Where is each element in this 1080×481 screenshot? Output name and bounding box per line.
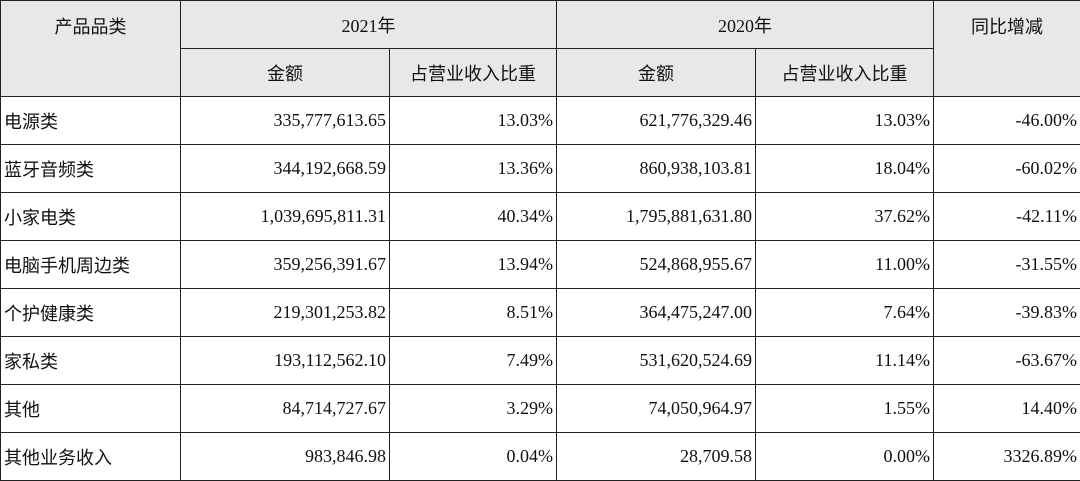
value-cell: 84,714,727.67 [181,385,390,433]
header-cell: 同比增减 [934,1,1080,97]
value-cell: 0.04% [390,433,557,481]
header-cell: 占营业收入比重 [390,49,557,97]
category-cell: 个护健康类 [1,289,181,337]
category-cell: 蓝牙音频类 [1,145,181,193]
value-cell: 860,938,103.81 [557,145,756,193]
value-cell: 364,475,247.00 [557,289,756,337]
value-cell: 193,112,562.10 [181,337,390,385]
value-cell: 13.03% [390,97,557,145]
value-cell: 3326.89% [934,433,1080,481]
value-cell: 524,868,955.67 [557,241,756,289]
value-cell: 1,039,695,811.31 [181,193,390,241]
value-cell: 219,301,253.82 [181,289,390,337]
header-row: 产品品类 2021年 2020年 同比增减 [1,1,1080,49]
value-cell: 13.94% [390,241,557,289]
value-cell: -31.55% [934,241,1080,289]
header-cell: 2021年 [181,1,557,49]
table-header: 产品品类 2021年 2020年 同比增减 金额 占营业收入比重 金额 占营业收… [1,1,1080,97]
header-cell: 金额 [181,49,390,97]
value-cell: 11.00% [756,241,934,289]
value-cell: 983,846.98 [181,433,390,481]
header-cell: 占营业收入比重 [756,49,934,97]
value-cell: -46.00% [934,97,1080,145]
value-cell: 335,777,613.65 [181,97,390,145]
value-cell: 1,795,881,631.80 [557,193,756,241]
category-cell: 电脑手机周边类 [1,241,181,289]
value-cell: -63.67% [934,337,1080,385]
category-cell: 其他业务收入 [1,433,181,481]
value-cell: 40.34% [390,193,557,241]
value-cell: 11.14% [756,337,934,385]
value-cell: 28,709.58 [557,433,756,481]
category-cell: 家私类 [1,337,181,385]
header-cell: 产品品类 [1,1,181,97]
value-cell: 18.04% [756,145,934,193]
category-cell: 电源类 [1,97,181,145]
value-cell: -60.02% [934,145,1080,193]
header-cell: 金额 [557,49,756,97]
value-cell: 8.51% [390,289,557,337]
value-cell: 359,256,391.67 [181,241,390,289]
value-cell: 13.36% [390,145,557,193]
value-cell: 14.40% [934,385,1080,433]
value-cell: 7.49% [390,337,557,385]
category-cell: 小家电类 [1,193,181,241]
category-cell: 其他 [1,385,181,433]
value-cell: 7.64% [756,289,934,337]
value-cell: 0.00% [756,433,934,481]
value-cell: 3.29% [390,385,557,433]
value-cell: -42.11% [934,193,1080,241]
value-cell: 621,776,329.46 [557,97,756,145]
value-cell: 531,620,524.69 [557,337,756,385]
value-cell: 74,050,964.97 [557,385,756,433]
value-cell: 344,192,668.59 [181,145,390,193]
value-cell: 37.62% [756,193,934,241]
value-cell: 13.03% [756,97,934,145]
value-cell: 1.55% [756,385,934,433]
value-cell: -39.83% [934,289,1080,337]
header-cell: 2020年 [557,1,934,49]
